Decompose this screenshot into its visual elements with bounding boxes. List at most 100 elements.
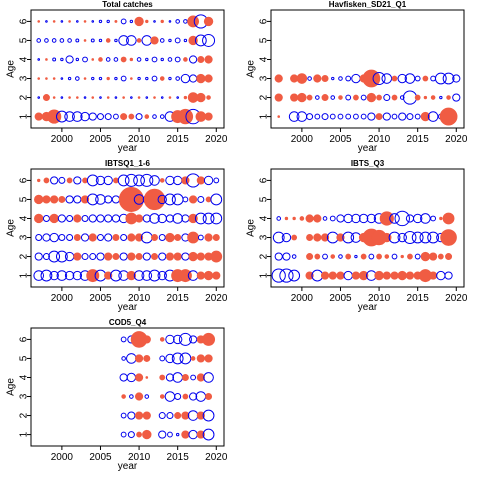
bubble-negative [427,231,440,244]
bubble-positive [98,57,103,62]
bubble-negative [55,110,68,123]
x-tick-label: 2005 [89,452,112,463]
bubble-negative [188,429,198,440]
bubble-negative [360,94,367,101]
bubble-positive [181,430,190,439]
bubble-positive [182,393,189,400]
bubble-negative [60,20,64,23]
bubble-positive [128,113,135,120]
y-tick-label: 2 [259,94,270,100]
bubble-negative [399,95,405,100]
bubble-negative [113,57,119,62]
panel-4: IBTS_Q3 2000 2005 2010 2015 2020 1 2 3 4 5 6 year Age [246,159,468,313]
bubble-negative [45,20,48,23]
bubble-negative [151,75,158,82]
bubble-positive [445,253,453,261]
bubble-negative [83,96,87,99]
bubble-positive [134,392,144,401]
bubble-negative [203,372,214,383]
bubble-negative [168,20,172,23]
bubble-positive [374,270,384,281]
bubble-negative [33,270,45,281]
y-tick-label: 5 [259,37,270,43]
bubble-negative [358,213,369,224]
bubble-negative [142,252,151,261]
bubble-positive [104,252,113,261]
bubble-negative [129,19,134,24]
bubble-negative [149,213,160,224]
bubble-positive [127,233,136,242]
panel-title: COD5_Q4 [109,318,147,327]
bubble-negative [96,234,104,242]
bubble-negative [181,252,190,261]
bubble-positive [91,96,95,99]
x-tick-label: 2020 [205,452,228,463]
bubble-positive [274,93,283,102]
y-tick-label: 4 [259,56,270,62]
bubble-negative [397,232,407,243]
bubble-negative [113,113,119,120]
bubble-positive [429,271,438,280]
bubble-positive [205,393,213,401]
bubble-negative [314,113,321,120]
bubble-positive [277,115,281,118]
x-tick-label: 2015 [167,134,190,145]
bubble-negative [189,392,198,401]
bubble-negative [140,173,154,187]
bubble-positive [174,234,182,242]
bubble-negative [176,96,179,99]
bubble-negative [98,76,103,81]
bubble-negative [167,431,173,438]
bubble-negative [99,96,102,99]
bubble-positive [73,214,82,223]
bubble-positive [204,354,213,363]
bubble-negative [127,431,135,439]
bubble-positive [73,234,81,242]
bubble-negative [158,234,166,242]
bubble-negative [342,231,355,244]
bubble-negative [160,96,164,99]
bubble-negative [444,271,453,280]
bubble-positive [183,57,188,62]
bubble-positive [181,373,189,381]
bubble-negative [202,428,215,441]
bubble-positive [297,92,307,103]
bubble-positive [76,96,79,99]
bubble-positive [122,96,125,99]
bubble-positive [382,271,391,280]
bubble-negative [442,72,455,85]
bubble-negative [354,254,358,259]
bubble-negative [157,194,167,205]
bubble-positive [173,252,182,261]
bubble-positive [314,253,321,260]
y-tick-label: 6 [259,18,270,24]
bubble-negative [337,113,344,120]
bubble-negative [403,231,417,245]
bubble-negative [175,19,180,24]
bubble-negative [95,175,106,186]
bubble-positive [52,96,56,99]
bubble-positive [375,113,383,121]
bubble-negative [343,270,353,281]
bubble-negative [165,334,175,345]
bubble-positive [362,69,381,88]
bubble-negative [165,214,175,223]
bubble-negative [136,57,142,62]
bubble-positive [188,213,198,224]
panel-1: Total catches 2000 2005 2010 2015 2020 1 2 3 4 5 6 y… [6,0,228,154]
bubble-positive [430,95,436,100]
bubble-negative [174,37,181,44]
bubble-negative [64,270,75,281]
bubble-positive [376,94,382,101]
bubble-negative [436,270,446,281]
bubble-negative [120,18,127,25]
bubble-negative [141,270,153,281]
bubble-negative [110,269,122,282]
bubble-negative [322,253,328,260]
bubble-positive [159,394,165,399]
bubble-negative [164,391,176,402]
bubble-negative [315,95,320,100]
bubble-negative [180,73,191,84]
bubble-negative [174,393,182,401]
y-tick-label: 2 [259,253,270,259]
